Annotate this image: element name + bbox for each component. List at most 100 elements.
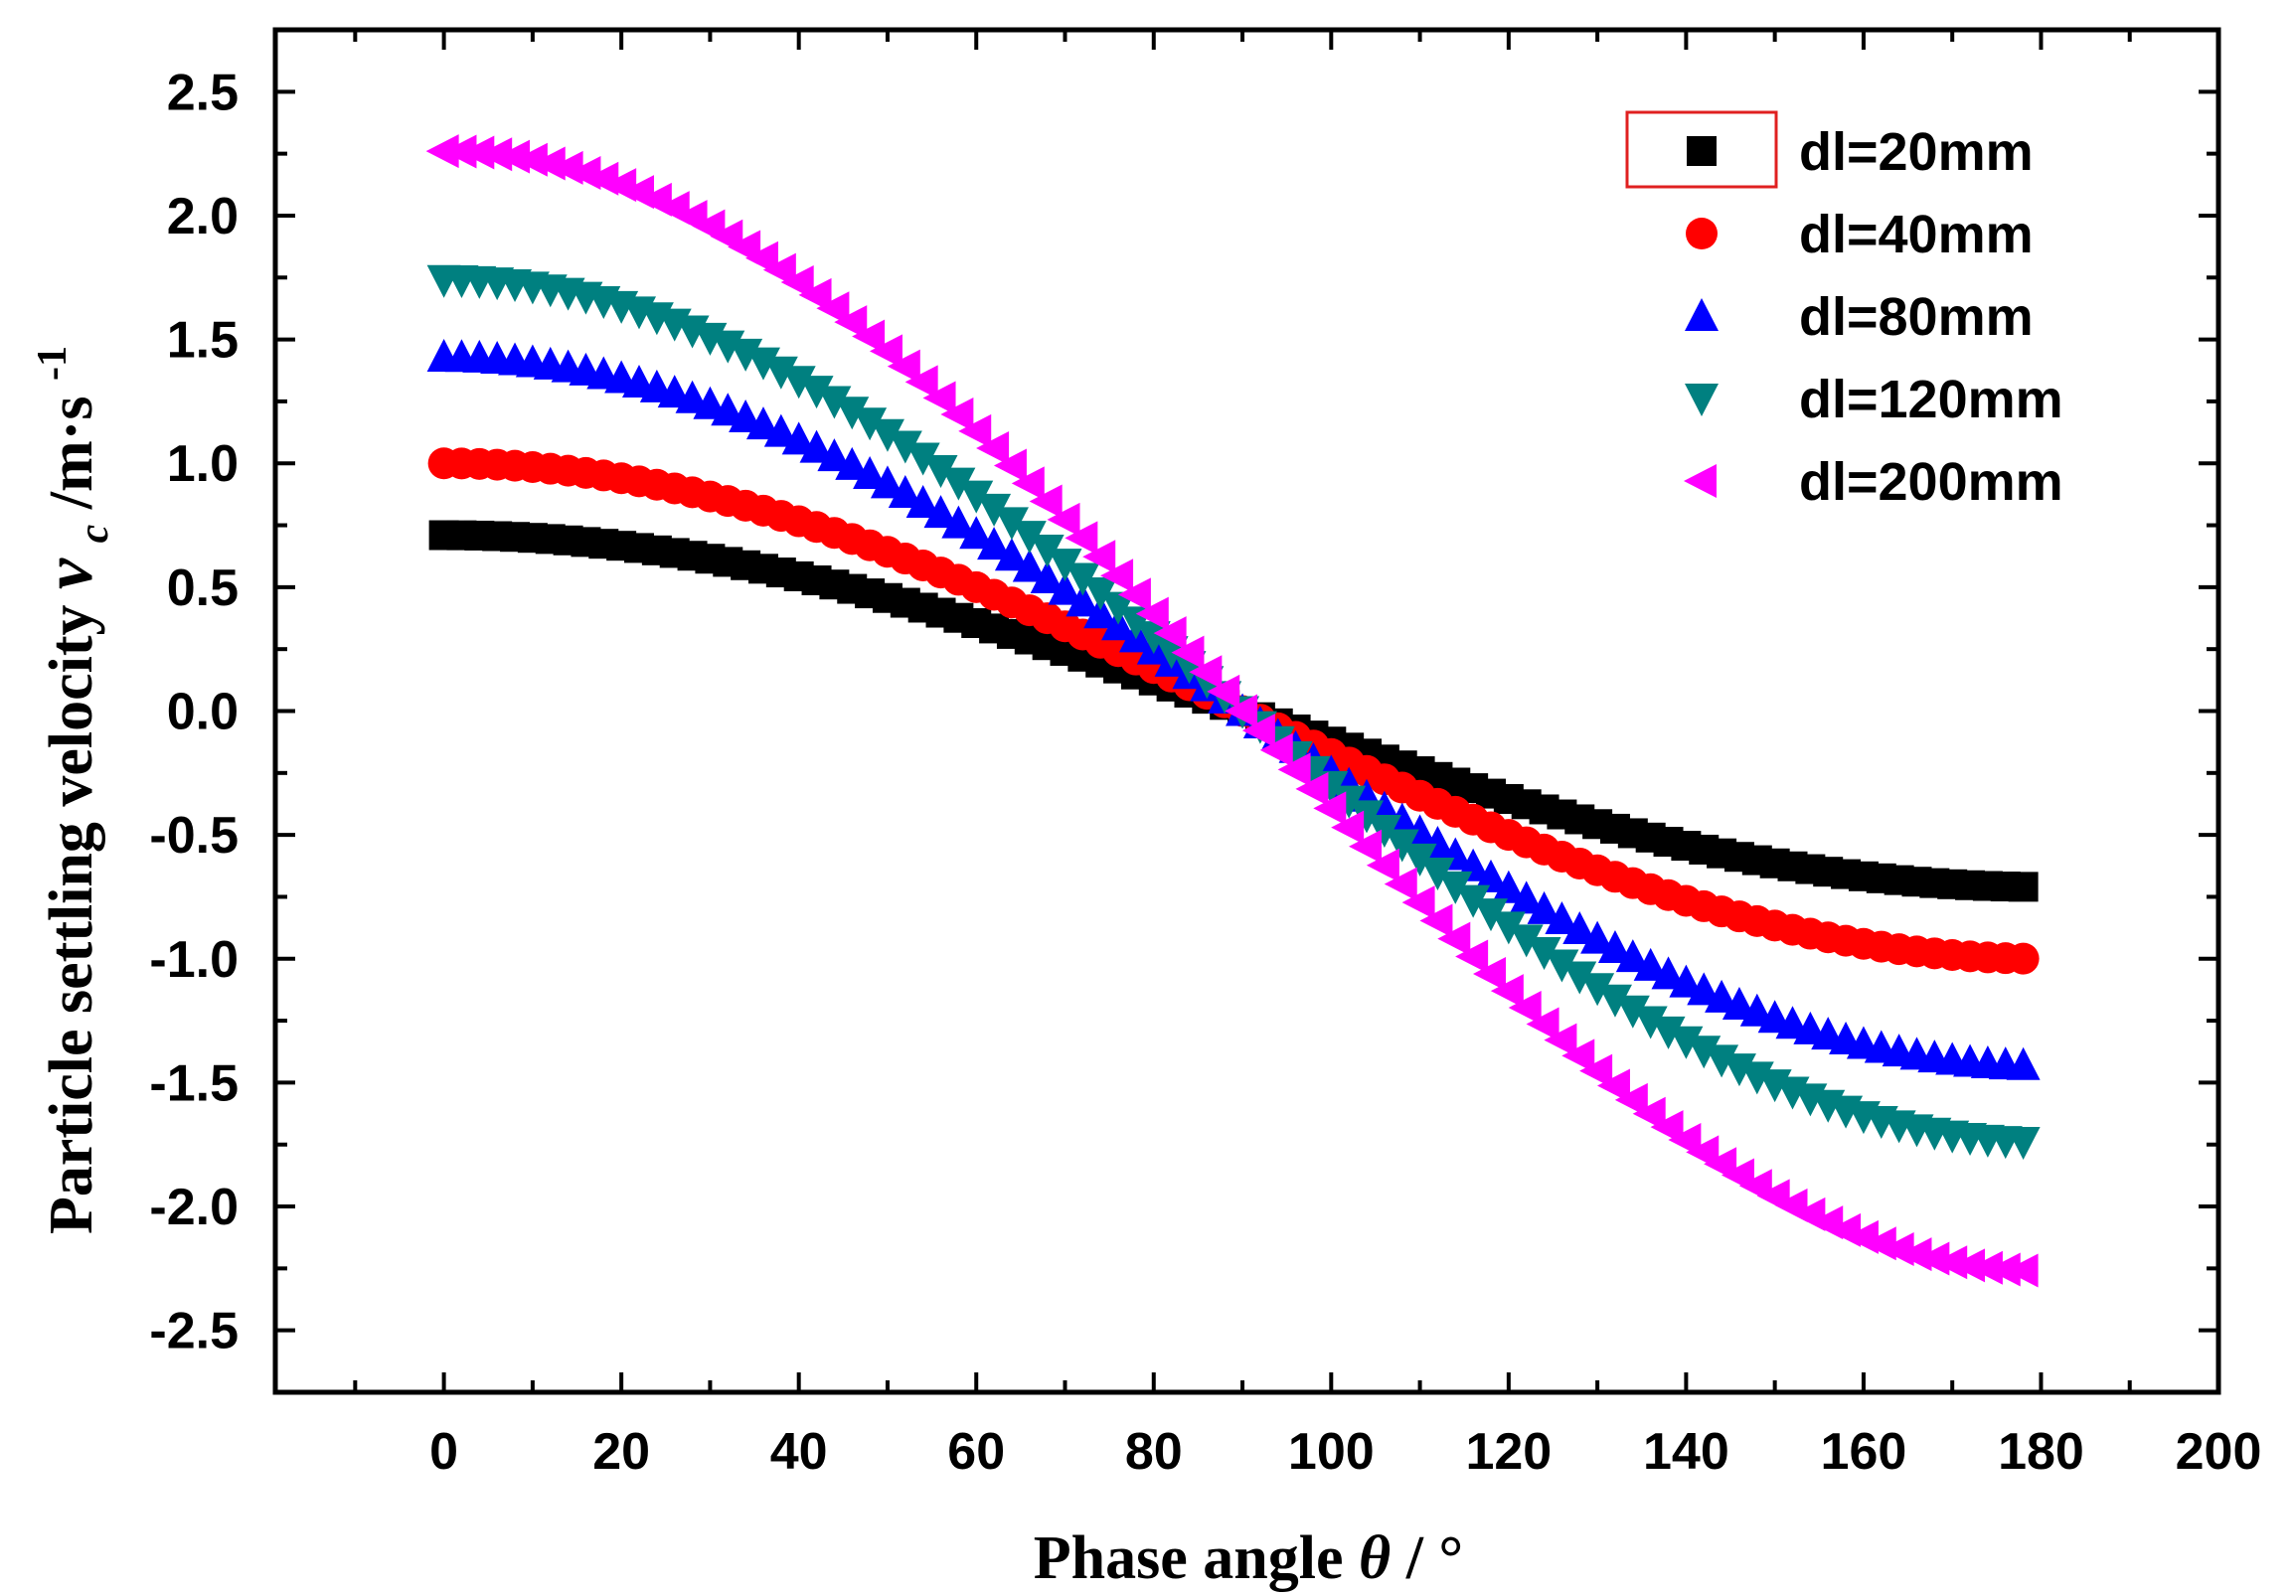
legend-entries: dl=20mm dl=40mm dl=80mm dl=120mm dl=200mm [1684,122,2063,512]
data-point [1526,1007,1559,1041]
data-point [1633,947,1668,981]
x-tick-label: 0 [429,1423,458,1481]
data-point [853,455,888,489]
y-axis-title-superscript: -1 [30,346,76,381]
data-point [940,397,974,431]
data-point [835,397,870,430]
data-point [1117,577,1151,612]
data-point [1615,995,1650,1029]
x-axis-title-unit: / ° [1405,1524,1464,1592]
data-point [763,413,798,447]
x-tick-label: 60 [947,1423,1005,1481]
series-dl=200mm [425,134,2039,1288]
legend-label: dl=80mm [1799,287,2034,347]
data-point [762,252,796,287]
data-point [922,381,956,415]
data-point [1384,867,1417,901]
data-point [993,448,1027,483]
data-point [1615,939,1650,973]
x-tick-labels: 0 20 40 60 80 100 120 140 160 180 200 [429,1423,2261,1481]
y-tick-label: 0.0 [167,684,239,741]
data-point [1455,939,1489,974]
data-point [870,465,904,499]
legend-label: dl=200mm [1799,452,2063,512]
data-point [799,376,834,409]
data-point [1580,920,1615,954]
data-point [869,334,902,369]
data-point [1153,616,1187,651]
y-axis-title-unit: /m·s [38,397,105,511]
data-point [1545,949,1579,983]
data-point [888,430,922,464]
y-axis-title: Particle settling velocity v c /m·s -1 [30,346,121,1234]
data-point [2006,1126,2041,1160]
data-point [994,507,1029,541]
data-point [1561,1038,1595,1073]
data-point [1687,972,1722,1006]
data-point [1508,991,1542,1026]
y-tick-label: 2.5 [167,64,239,121]
y-tick-label: -0.5 [149,807,239,865]
data-point [1597,984,1632,1018]
data-point [763,356,798,390]
data-point [1632,1096,1666,1131]
data-point [888,475,922,509]
legend-marker [1685,384,1719,416]
data-point [2008,872,2039,902]
data-point [1491,911,1526,945]
data-point [1614,1082,1648,1117]
data-point [941,467,976,501]
data-point [977,527,1012,560]
data-point [870,418,904,452]
data-point [781,366,816,399]
data-point [1331,810,1365,845]
x-tick-label: 200 [2176,1423,2262,1481]
x-tick-label: 80 [1125,1423,1183,1481]
data-point [729,338,763,372]
y-tick-label: -2.5 [149,1303,239,1360]
x-tick-label: 20 [592,1423,650,1481]
data-point [1651,956,1686,990]
data-point [425,134,459,169]
data-point [1313,791,1347,826]
x-axis-title-main: Phase angle [1034,1524,1344,1592]
data-point [994,538,1029,571]
data-point [958,413,992,448]
legend-marker [1685,298,1719,331]
data-point [1349,829,1383,864]
data-point [816,291,850,326]
series-dl=40mm [427,447,2040,975]
data-point [514,142,548,177]
data-point [1969,1250,2003,1285]
data-point [1544,1023,1577,1057]
data-point [1135,596,1169,631]
data-point [1048,571,1082,605]
legend-entry: dl=120mm [1685,370,2063,429]
data-point [1472,956,1506,991]
legend-entry: dl=80mm [1685,287,2034,347]
data-point [1101,591,1136,625]
x-tick-label: 180 [1998,1423,2084,1481]
y-tick-label: -1.0 [149,931,239,989]
legend-entry: dl=40mm [1686,205,2034,264]
data-point [798,277,832,312]
data-point [852,319,886,354]
data-point [1562,910,1597,944]
data-point [1332,785,1367,819]
data-point [1509,880,1544,914]
data-point [1491,870,1526,903]
data-point [1030,559,1065,593]
data-point [817,386,852,419]
data-point [1545,901,1579,935]
x-tick-label: 140 [1643,1423,1729,1481]
data-point [1596,1068,1630,1103]
data-point [1012,521,1047,555]
data-point [1385,829,1419,863]
data-point [1189,655,1223,690]
data-point [923,495,958,529]
data-point [1225,694,1258,728]
data-point [1419,903,1453,938]
data-point [1048,549,1082,582]
data-point [1898,1237,1932,1272]
